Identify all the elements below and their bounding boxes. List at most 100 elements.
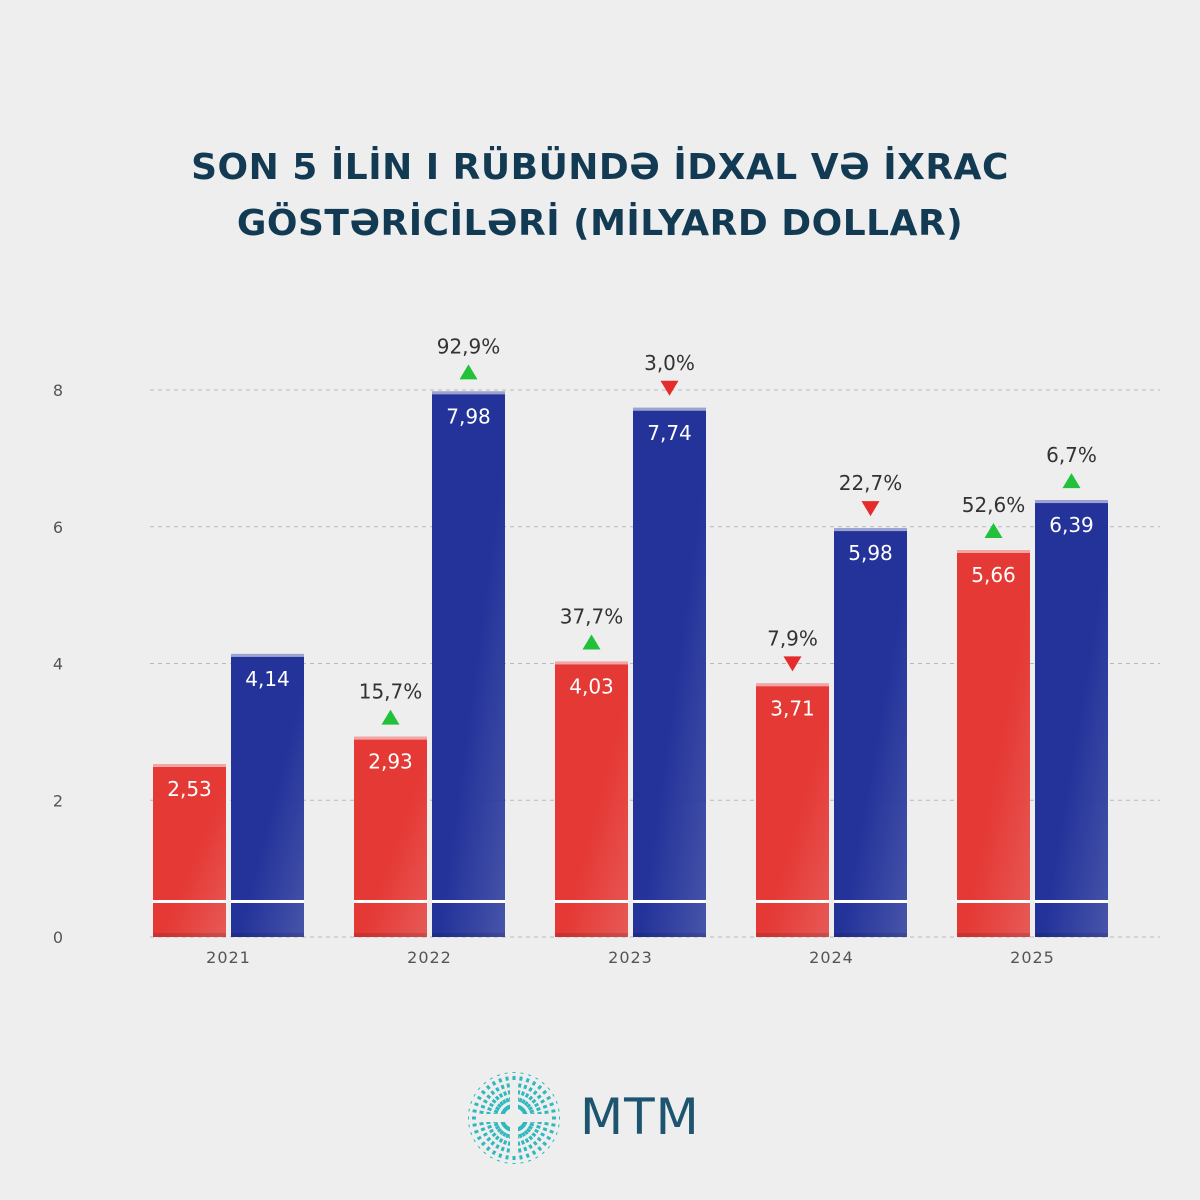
chart-title: SON 5 İLİN I RÜBÜNDƏ İDXAL VƏ İXRAC GÖST… xyxy=(0,140,1200,252)
bar-base-stripe xyxy=(756,900,829,903)
logo-ray xyxy=(523,1118,560,1128)
logo-ray xyxy=(523,1108,560,1118)
up-arrow-icon xyxy=(1062,473,1081,489)
change-label: 52,6% xyxy=(962,493,1026,517)
x-tick-label: 2023 xyxy=(608,948,653,967)
logo-ray xyxy=(489,1125,511,1159)
bar-value-label: 4,03 xyxy=(569,674,614,698)
bar-top-highlight xyxy=(834,528,907,532)
change-label: 37,7% xyxy=(560,604,624,628)
radial-lines-icon xyxy=(468,1072,560,1164)
x-tick-label: 2024 xyxy=(809,948,854,967)
bar-shadow xyxy=(231,933,304,937)
bar-value-label: 7,98 xyxy=(446,404,491,428)
bar-base-stripe xyxy=(633,900,706,903)
down-arrow-icon xyxy=(861,501,880,517)
bar-shadow xyxy=(834,933,907,937)
bar xyxy=(957,549,1030,937)
bar xyxy=(633,407,706,938)
change-label: 15,7% xyxy=(359,680,423,704)
bar-base-stripe xyxy=(354,900,427,903)
logo-ray xyxy=(477,1087,508,1113)
bar-top-highlight xyxy=(231,653,304,657)
bar-value-label: 4,14 xyxy=(245,667,290,691)
bar xyxy=(555,661,628,937)
logo-cross-h xyxy=(476,1114,552,1122)
bar xyxy=(153,764,226,937)
x-tick-label: 2021 xyxy=(206,948,251,967)
mtm-logo: MTM xyxy=(466,1070,736,1170)
bar-shadow xyxy=(153,933,226,937)
bar xyxy=(354,736,427,937)
logo-ray xyxy=(516,1126,532,1162)
bar-value-label: 2,93 xyxy=(368,750,413,774)
up-arrow-icon xyxy=(459,364,478,380)
bar-shadow xyxy=(756,933,829,937)
bar-shadow xyxy=(957,933,1030,937)
up-arrow-icon xyxy=(381,709,400,725)
logo-ray xyxy=(514,1072,524,1109)
logo-ray xyxy=(516,1074,532,1110)
bar-value-label: 2,53 xyxy=(167,777,212,801)
change-label: 92,9% xyxy=(437,334,501,358)
y-tick-label: 2 xyxy=(53,791,63,810)
bar-value-label: 3,71 xyxy=(770,696,815,720)
logo-ray xyxy=(520,1123,551,1149)
bar xyxy=(756,683,829,937)
bar xyxy=(834,528,907,937)
x-tick-label: 2022 xyxy=(407,948,452,967)
bar-top-highlight xyxy=(633,407,706,411)
bar-base-stripe xyxy=(153,900,226,903)
logo-ray xyxy=(489,1077,511,1111)
change-label: 3,0% xyxy=(644,351,695,375)
chart-title-line-1: SON 5 İLİN I RÜBÜNDƏ İDXAL VƏ İXRAC xyxy=(191,147,1009,188)
logo-ray xyxy=(504,1127,514,1164)
bar xyxy=(432,391,505,937)
chart-title-line-2: GÖSTƏRİCİLƏRİ (MİLYARD DOLLAR) xyxy=(236,203,964,244)
bar-value-label: 5,66 xyxy=(971,563,1016,587)
bar-top-highlight xyxy=(432,391,505,395)
bar-value-label: 5,98 xyxy=(848,541,893,565)
up-arrow-icon xyxy=(582,634,601,650)
logo-ray xyxy=(504,1072,514,1109)
change-label: 7,9% xyxy=(767,626,818,650)
logo-ray xyxy=(514,1127,524,1164)
y-tick-label: 0 xyxy=(53,928,63,947)
bar-shadow xyxy=(555,933,628,937)
y-tick-label: 8 xyxy=(53,381,63,400)
change-label: 6,7% xyxy=(1046,443,1097,467)
x-tick-label: 2025 xyxy=(1010,948,1055,967)
y-tick-label: 6 xyxy=(53,518,63,537)
bar xyxy=(1035,500,1108,937)
bar-base-stripe xyxy=(432,900,505,903)
logo-ray xyxy=(477,1123,508,1149)
logo-ray xyxy=(517,1125,539,1159)
bar-base-stripe xyxy=(834,900,907,903)
bar-base-stripe xyxy=(957,900,1030,903)
change-label: 22,7% xyxy=(839,471,903,495)
bar-base-stripe xyxy=(555,900,628,903)
logo-ray xyxy=(517,1077,539,1111)
logo-ray xyxy=(483,1124,509,1155)
bar-shadow xyxy=(633,933,706,937)
bar-top-highlight xyxy=(1035,500,1108,504)
bar-top-highlight xyxy=(354,736,427,740)
bar-shadow xyxy=(354,933,427,937)
logo-ray xyxy=(522,1120,558,1136)
bar-shadow xyxy=(432,933,505,937)
bar-chart: 0 2 4 6 8 2,53 4,14 2021 2,93 15,7% 7,98 92,9% 2022 4… xyxy=(53,334,1160,967)
bar-shadow xyxy=(1035,933,1108,937)
logo-ray xyxy=(470,1120,506,1136)
bar-value-label: 6,39 xyxy=(1049,513,1094,537)
logo-ray xyxy=(520,1087,551,1113)
logo-ray xyxy=(470,1100,506,1116)
y-tick-label: 4 xyxy=(53,655,63,674)
bar xyxy=(231,653,304,937)
bar-base-stripe xyxy=(231,900,304,903)
bar-top-highlight xyxy=(153,764,226,768)
logo-ray xyxy=(519,1081,545,1112)
logo-ray xyxy=(483,1081,509,1112)
down-arrow-icon xyxy=(783,656,802,672)
bar-top-highlight xyxy=(756,683,829,687)
logo-ray xyxy=(519,1124,545,1155)
